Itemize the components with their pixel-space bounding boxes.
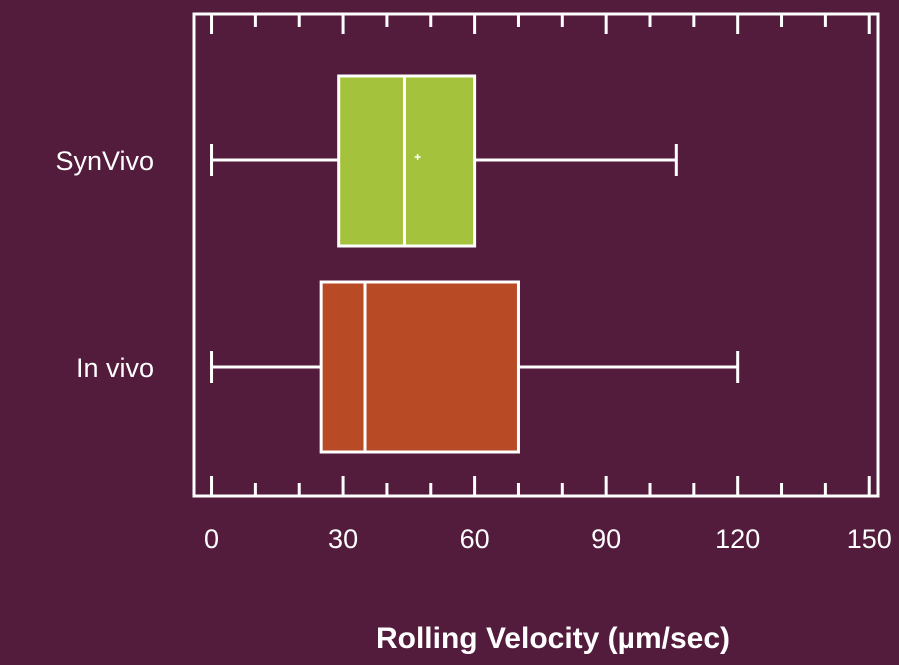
category-label: In vivo: [76, 353, 154, 383]
x-tick-label: 0: [204, 524, 219, 554]
iqr-box: [319, 280, 520, 454]
iqr-box: [337, 74, 477, 248]
x-tick-labels: 0 30 60 90 120 150: [204, 524, 892, 554]
axis-ticks: [210, 14, 871, 496]
x-tick-label: 90: [591, 524, 621, 554]
category-labels: SynVivo In vivo: [55, 146, 154, 383]
x-tick-label: 120: [715, 524, 760, 554]
plot-frame: [192, 12, 880, 498]
boxes: [210, 74, 740, 454]
x-tick-label: 150: [847, 524, 892, 554]
x-tick-label: 60: [460, 524, 490, 554]
box-in-vivo: [210, 280, 740, 454]
box-synvivo: [210, 74, 678, 248]
x-axis-title: Rolling Velocity (µm/sec): [376, 622, 730, 655]
category-label: SynVivo: [55, 146, 154, 176]
x-tick-label: 30: [328, 524, 358, 554]
